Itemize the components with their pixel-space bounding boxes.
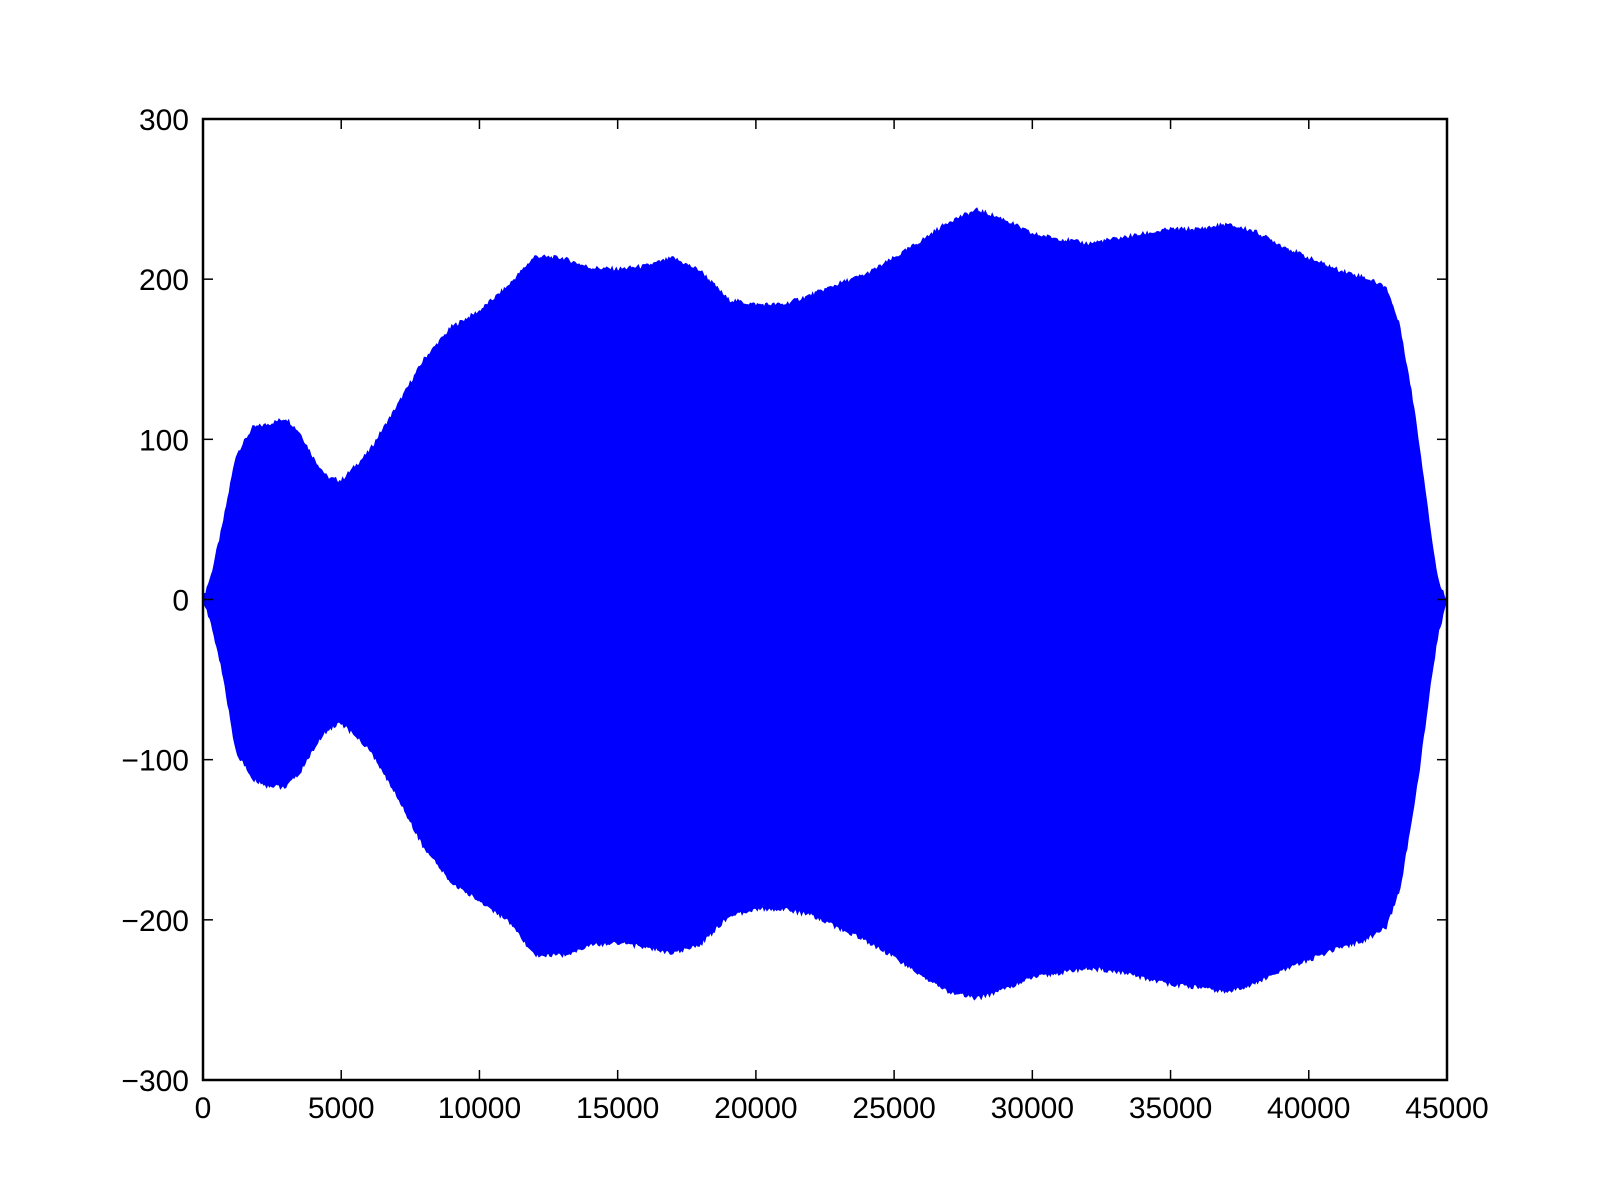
x-tick-label: 45000 [1405,1092,1488,1125]
y-tick-label: −100 [121,745,189,778]
y-tick-label: −300 [121,1065,189,1098]
x-tick-label: 25000 [852,1092,935,1125]
y-tick-label: −200 [121,905,189,938]
x-tick-label: 40000 [1267,1092,1350,1125]
y-tick-label: 100 [139,424,189,457]
x-tick-label: 35000 [1129,1092,1212,1125]
x-tick-label: 20000 [714,1092,797,1125]
x-tick-label: 15000 [576,1092,659,1125]
x-tick-label: 30000 [991,1092,1074,1125]
x-axis: 0 5000 10000 15000 20000 25000 30000 35000 40000… [195,119,1489,1125]
y-axis: 300 200 100 0 −100 −200 −300 [121,104,1447,1098]
x-tick-label: 0 [195,1092,212,1125]
x-tick-label: 10000 [438,1092,521,1125]
waveform-area [202,207,1448,1001]
x-tick-label: 5000 [308,1092,375,1125]
y-tick-label: 200 [139,264,189,297]
y-tick-label: 0 [172,585,189,618]
y-tick-label: 300 [139,104,189,137]
